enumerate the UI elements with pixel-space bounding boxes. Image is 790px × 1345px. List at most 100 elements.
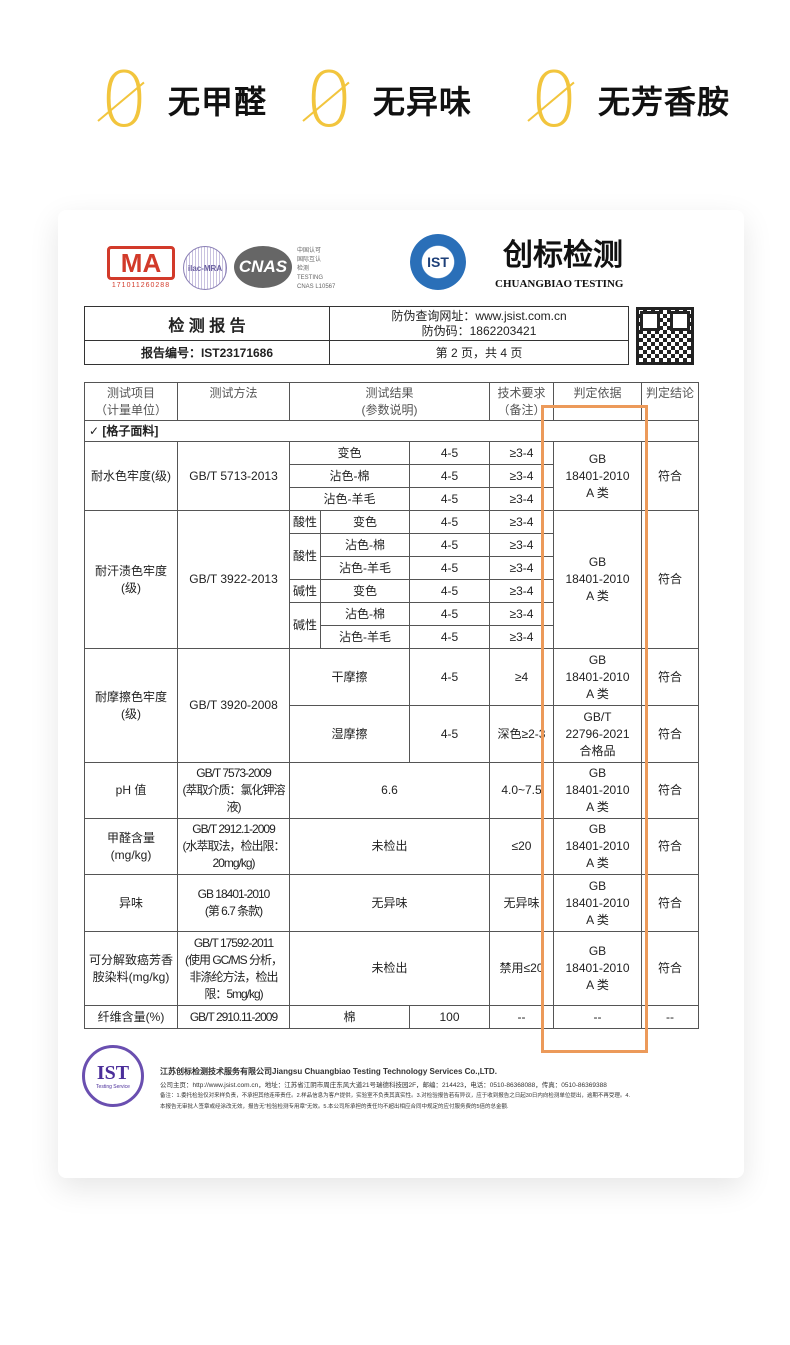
result-param: 沾色-棉 [320, 602, 410, 626]
table-row: 耐摩擦色牢度 (级) GB/T 3920-2008 干摩擦 4-5 ≥4 GB 18401-2… [84, 648, 699, 763]
table-row: 沾色-羊毛 4-5 ≥3-4 [85, 556, 699, 580]
test-item: 纤维含量(%) [84, 1005, 178, 1029]
conclusion: 符合 [641, 818, 699, 875]
cell-line: (级) [121, 580, 141, 595]
cma-logo: MA 171011260288 [107, 246, 175, 294]
header-conclusion: 判定结论 [641, 382, 699, 421]
badge-no-aromatic-amine: 0 无芳香胺 [530, 60, 730, 140]
cell-line: (萃取介质：氯化钾溶 [182, 783, 286, 797]
result-value: 4-5 [409, 556, 490, 580]
test-results-table: 测试项目 （计量单位） 测试方法 测试结果 (参数说明) 技术要求 （备注） 判定依据… [84, 382, 699, 1029]
cell-line: GB [588, 822, 607, 836]
cell-line: (mg/kg) [110, 847, 152, 862]
result-value: 4-5 [409, 510, 490, 534]
cell-line: A 类 [586, 912, 609, 927]
cell-line: 液) [226, 800, 242, 814]
cell-line: (使用 GC/MS 分析， [185, 952, 283, 967]
cell-line: GB/T 2912.1-2009 [192, 822, 276, 836]
cell-line: GB/T [583, 709, 612, 724]
anti-fake-info: 防伪查询网址：www.jsist.com.cn 防伪码：1862203421 [329, 306, 629, 341]
cnas-line: 国际互认 [297, 257, 322, 263]
condition-label: 碱性 [289, 602, 321, 649]
result-value: 4-5 [409, 533, 490, 557]
header-text: 测试项目 [106, 386, 155, 400]
company-name: 江苏创标检测技术服务有限公司Jiangsu Chuangbiao Testing… [160, 1067, 497, 1076]
result-param: 变色 [320, 510, 410, 534]
cell-line: GB/T 17592-2011 [193, 935, 274, 950]
cnas-line: TESTING [297, 275, 324, 281]
result-value: 4-5 [409, 705, 490, 763]
conclusion: -- [641, 1005, 699, 1029]
header-subtext: （备注） [497, 403, 546, 417]
condition-label: 酸性 [289, 510, 321, 534]
conclusion: 符合 [641, 931, 699, 1006]
basis: GB 18401-2010 A 类 [553, 441, 642, 511]
conclusion: 符合 [641, 874, 699, 932]
cell-line: GB [588, 766, 607, 780]
company-seal: IST Testing Service [82, 1045, 144, 1107]
cell-line: 限：5mg/kg) [204, 986, 263, 1001]
basis: GB 18401-2010 A 类 [553, 818, 642, 875]
test-method: GB/T 5713-2013 [177, 441, 290, 511]
cell-line: 18401-2010 [565, 839, 630, 853]
result-param: 湿摩擦 [289, 705, 410, 763]
cell-line: A 类 [586, 589, 609, 603]
badge-no-odor: 0 无异味 [305, 60, 472, 140]
page-indicator: 第 2 页，共 4 页 [329, 340, 629, 365]
cell-line: A 类 [586, 485, 609, 500]
header-subtext: (参数说明) [361, 403, 418, 417]
test-method: GB/T 7573-2009 (萃取介质：氯化钾溶 液) [177, 762, 290, 819]
cnas-line: 检测 [297, 266, 310, 272]
badge-label: 无芳香胺 [598, 84, 731, 120]
result-value: 4-5 [409, 579, 490, 603]
header-basis: 判定依据 [553, 382, 642, 421]
cell-line: 非涤纶方法，检出 [189, 969, 278, 984]
test-item: 可分解致癌芳香 胺染料(mg/kg) [84, 931, 178, 1006]
result-param: 沾色-羊毛 [320, 625, 410, 649]
result-param: 沾色-棉 [289, 464, 410, 488]
cell-line: 18401-2010 [565, 783, 630, 797]
result-value: 未检出 [289, 818, 490, 875]
cell-line: GB 18401-2010 [197, 887, 271, 901]
result-value: 100 [409, 1005, 490, 1029]
qr-code [636, 307, 694, 365]
ist-logo: IST [410, 234, 466, 290]
cnas-logo: CNAS [234, 246, 292, 288]
cell-line: 20mg/kg) [212, 856, 255, 870]
condition-label: 碱性 [289, 579, 321, 603]
cell-line: 耐摩擦色牢度 [94, 689, 167, 704]
table-row: 碱性 沾色-棉 4-5 ≥3-4 [85, 602, 699, 649]
cnas-text: 中国认可 国际互认 检测 TESTING CNAS L10567 [297, 247, 367, 292]
result-param: 变色 [289, 441, 410, 465]
cell-line: 18401-2010 [565, 669, 630, 684]
badge-no-formaldehyde: 0 无甲醛 [100, 60, 267, 140]
cell-line: A 类 [586, 856, 609, 870]
table-row: 可分解致癌芳香 胺染料(mg/kg) GB/T 17592-2011 (使用 GC/M… [84, 931, 699, 1006]
cell-line: GB [588, 451, 607, 466]
table-row: 纤维含量(%) GB/T 2910.11-2009 棉 100 -- -- -- [84, 1005, 699, 1029]
report-title: 检 测 报 告 [84, 306, 330, 341]
ilac-mra-logo: ilac-MRA [183, 246, 227, 290]
conclusion: 符合 [641, 510, 699, 649]
cell-line: (水萃取法，检出限： [182, 839, 286, 853]
seal-text: IST [96, 1061, 130, 1084]
result-value: 4-5 [409, 441, 490, 465]
cma-number: 171011260288 [111, 282, 171, 289]
cell-line: GB/T 7573-2009 [196, 766, 272, 780]
cell-line: 18401-2010 [565, 961, 630, 975]
result-value: 6.6 [289, 762, 490, 819]
test-method: GB/T 3922-2013 [177, 510, 290, 649]
zero-icon: 0 [305, 60, 373, 140]
test-method: GB/T 2910.11-2009 [177, 1005, 290, 1029]
cell-line: 胺染料(mg/kg) [92, 969, 170, 984]
condition-label: 酸性 [289, 533, 321, 580]
footer-note: 备注：1.委托检验仅对来样负责，不承担其他连带责任。2.样品信息为客户提供，实验… [160, 1093, 630, 1099]
test-item: pH 值 [84, 762, 178, 819]
cell-line: 甲醛含量 [106, 830, 155, 845]
header-text: 技术要求 [497, 386, 546, 400]
result-value: 4-5 [409, 464, 490, 488]
basis: GB 18401-2010 A 类 [553, 931, 642, 1006]
anti-fake-code: 防伪码：1862203421 [421, 323, 537, 338]
table-row: 异味 GB 18401-2010 (第 6.7 条款) 无异味 无异味 GB 18401-2… [84, 874, 699, 932]
result-value: 4-5 [409, 487, 490, 511]
